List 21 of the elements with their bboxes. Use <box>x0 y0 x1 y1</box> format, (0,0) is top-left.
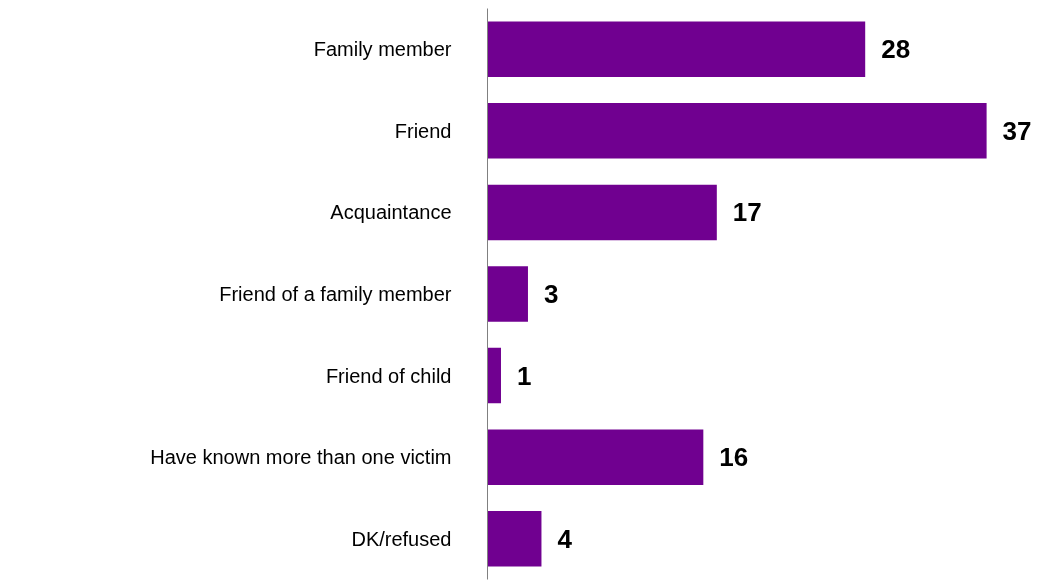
bar <box>487 429 704 485</box>
bar <box>487 21 866 78</box>
y-tick-label: Friend of child <box>325 364 452 387</box>
data-label: 16 <box>719 442 749 473</box>
y-tick-label: Family member <box>313 38 452 61</box>
data-label: 1 <box>516 360 532 391</box>
bar <box>487 347 501 404</box>
y-tick-label: Have known more than one victim <box>150 446 452 469</box>
bar <box>487 266 528 322</box>
data-label: 28 <box>881 34 911 65</box>
y-tick-label: Friend of a family member <box>219 283 452 305</box>
bar <box>487 184 717 241</box>
y-tick-label: Friend <box>394 119 452 142</box>
data-label: 4 <box>557 523 573 554</box>
data-label: 37 <box>1002 115 1032 146</box>
data-label: 17 <box>732 197 762 228</box>
bar <box>487 103 987 159</box>
data-label: 3 <box>543 279 559 309</box>
y-tick-label: Acquaintance <box>330 201 452 224</box>
y-tick-label: DK/refused <box>351 527 452 550</box>
bar <box>487 510 542 567</box>
